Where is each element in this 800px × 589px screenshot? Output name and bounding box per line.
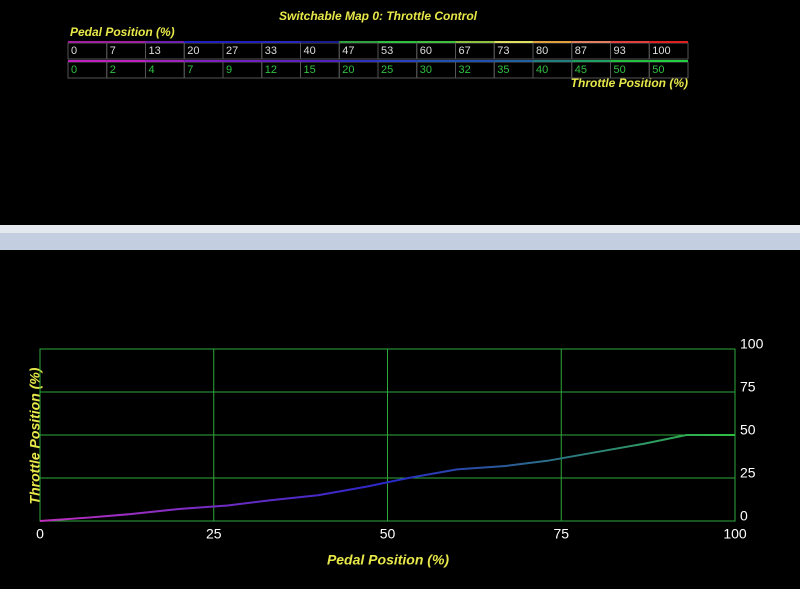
throttle-cell: 0 <box>71 64 77 76</box>
table-row-label: Pedal Position (%) <box>70 25 175 39</box>
throttle-cell: 45 <box>575 64 587 76</box>
x-tick-label: 0 <box>36 526 44 542</box>
pedal-cell: 27 <box>226 45 238 57</box>
y-tick-label: 0 <box>740 508 748 524</box>
pedal-cell: 40 <box>304 45 316 57</box>
throttle-cell: 12 <box>265 64 277 76</box>
y-axis-label: Throttle Position (%) <box>27 367 43 504</box>
table-col-label: Throttle Position (%) <box>571 76 688 90</box>
pedal-cell: 60 <box>420 45 432 57</box>
pedal-cell: 7 <box>110 45 116 57</box>
y-tick-label: 100 <box>740 336 764 352</box>
data-line <box>39 434 735 522</box>
throttle-cell: 20 <box>342 64 354 76</box>
pedal-cell: 20 <box>187 45 199 57</box>
pedal-cell: 73 <box>497 45 509 57</box>
throttle-cell: 25 <box>381 64 393 76</box>
pedal-cell: 87 <box>575 45 587 57</box>
throttle-cell: 40 <box>536 64 548 76</box>
x-tick-label: 25 <box>206 526 222 542</box>
pedal-cell: 0 <box>71 45 77 57</box>
pedal-cell: 80 <box>536 45 548 57</box>
throttle-cell: 7 <box>187 64 193 76</box>
x-tick-label: 100 <box>723 526 747 542</box>
throttle-cell: 35 <box>497 64 509 76</box>
pedal-cell: 53 <box>381 45 393 57</box>
divider-band <box>0 233 800 250</box>
throttle-cell: 30 <box>420 64 432 76</box>
pedal-cell: 47 <box>342 45 354 57</box>
y-tick-label: 50 <box>740 422 756 438</box>
map-title: Switchable Map 0: Throttle Control <box>279 9 478 23</box>
pedal-cell: 13 <box>149 45 161 57</box>
throttle-cell: 9 <box>226 64 232 76</box>
x-axis-label: Pedal Position (%) <box>327 552 449 568</box>
throttle-cell: 32 <box>459 64 471 76</box>
x-tick-label: 75 <box>553 526 569 542</box>
divider-light <box>0 225 800 233</box>
throttle-cell: 4 <box>149 64 155 76</box>
throttle-cell: 15 <box>304 64 316 76</box>
y-tick-label: 25 <box>740 465 756 481</box>
pedal-cell: 33 <box>265 45 277 57</box>
y-tick-label: 75 <box>740 379 756 395</box>
throttle-cell: 50 <box>614 64 626 76</box>
x-tick-label: 50 <box>380 526 396 542</box>
throttle-cell: 2 <box>110 64 116 76</box>
throttle-cell: 50 <box>652 64 664 76</box>
pedal-cell: 67 <box>459 45 471 57</box>
pedal-cell: 93 <box>614 45 626 57</box>
pedal-cell: 100 <box>652 45 670 57</box>
